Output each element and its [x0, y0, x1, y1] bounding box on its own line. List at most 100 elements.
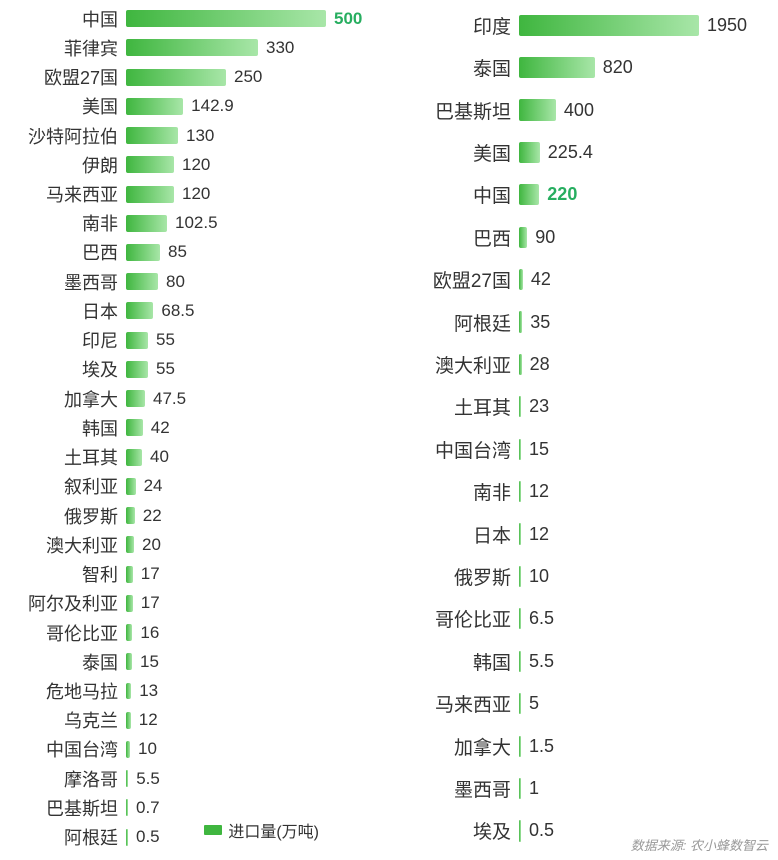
- bar-row: 日本68.5: [6, 296, 389, 325]
- row-label: 日本: [389, 521, 519, 548]
- bar: [126, 244, 160, 261]
- bar-row: 叙利亚24: [6, 472, 389, 501]
- bar: [126, 478, 136, 495]
- row-value: 120: [182, 184, 210, 204]
- dual-bar-chart: 中国500菲律宾330欧盟27国250美国142.9沙特阿拉伯130伊朗120马…: [0, 0, 778, 860]
- bar: [126, 156, 174, 173]
- row-value: 142.9: [191, 96, 234, 116]
- bar-row: 泰国15: [6, 647, 389, 676]
- bar-row: 印尼55: [6, 326, 389, 355]
- bar-area: 500: [126, 4, 389, 33]
- bar-row: 俄罗斯10: [389, 555, 772, 597]
- bar-area: 15: [126, 647, 389, 676]
- row-label: 中国台湾: [6, 736, 126, 762]
- bar: [519, 651, 521, 672]
- bar-row: 韩国42: [6, 413, 389, 442]
- bar-area: 330: [126, 33, 389, 62]
- row-value: 20: [142, 535, 161, 555]
- row-value: 90: [535, 227, 555, 248]
- row-value: 220: [547, 184, 577, 205]
- row-value: 1950: [707, 15, 747, 36]
- row-label: 埃及: [389, 817, 519, 844]
- bar: [126, 683, 131, 700]
- bar-area: 24: [126, 472, 389, 501]
- row-label: 南非: [6, 210, 126, 236]
- row-value: 225.4: [548, 142, 593, 163]
- bar: [126, 741, 130, 758]
- row-label: 巴西: [6, 239, 126, 265]
- bar-area: 17: [126, 589, 389, 618]
- row-value: 15: [140, 652, 159, 672]
- bar-row: 阿根廷0.5: [6, 823, 389, 852]
- bar-row: 中国台湾10: [6, 735, 389, 764]
- row-label: 马来西亚: [6, 181, 126, 207]
- bar: [519, 693, 521, 714]
- bar-row: 巴基斯坦0.7: [6, 793, 389, 822]
- row-value: 35: [530, 312, 550, 333]
- bar: [519, 142, 540, 163]
- row-value: 1.5: [529, 736, 554, 757]
- bar-area: 1: [519, 767, 772, 809]
- row-label: 印度: [389, 12, 519, 39]
- row-label: 土耳其: [389, 393, 519, 420]
- row-label: 加拿大: [389, 733, 519, 760]
- bar: [126, 390, 145, 407]
- bar-area: 85: [126, 238, 389, 267]
- left-rows: 中国500菲律宾330欧盟27国250美国142.9沙特阿拉伯130伊朗120马…: [6, 4, 389, 852]
- bar-row: 马来西亚5: [389, 683, 772, 725]
- row-value: 5.5: [136, 769, 160, 789]
- row-value: 42: [531, 269, 551, 290]
- row-value: 22: [143, 506, 162, 526]
- bar: [126, 536, 134, 553]
- row-value: 24: [144, 476, 163, 496]
- bar-area: 10: [519, 555, 772, 597]
- row-label: 沙特阿拉伯: [6, 123, 126, 149]
- bar-row: 乌克兰12: [6, 706, 389, 735]
- row-label: 韩国: [389, 648, 519, 675]
- legend-swatch: [204, 825, 222, 835]
- bar: [126, 770, 128, 787]
- bar: [126, 595, 133, 612]
- bar-area: 820: [519, 46, 772, 88]
- left-legend: 进口量(万吨): [204, 818, 319, 842]
- row-value: 120: [182, 155, 210, 175]
- bar-area: 47.5: [126, 384, 389, 413]
- row-value: 12: [139, 710, 158, 730]
- bar-area: 220: [519, 174, 772, 216]
- row-label: 俄罗斯: [6, 503, 126, 529]
- bar-row: 哥伦比亚6.5: [389, 598, 772, 640]
- row-label: 智利: [6, 561, 126, 587]
- bar-row: 加拿大47.5: [6, 384, 389, 413]
- bar: [519, 269, 523, 290]
- bar-area: 5: [519, 683, 772, 725]
- bar-area: 12: [519, 470, 772, 512]
- row-label: 巴西: [389, 224, 519, 251]
- row-value: 47.5: [153, 389, 186, 409]
- row-value: 0.5: [136, 827, 160, 847]
- bar: [126, 449, 142, 466]
- row-value: 55: [156, 359, 175, 379]
- row-label: 中国: [389, 181, 519, 208]
- row-label: 美国: [389, 139, 519, 166]
- bar: [519, 608, 521, 629]
- row-value: 16: [140, 623, 159, 643]
- row-value: 10: [529, 566, 549, 587]
- bar: [519, 184, 539, 205]
- bar-row: 智利17: [6, 559, 389, 588]
- row-value: 12: [529, 481, 549, 502]
- bar-row: 土耳其 23: [389, 386, 772, 428]
- bar: [126, 653, 132, 670]
- row-label: 危地马拉: [6, 678, 126, 704]
- bar-area: 400: [519, 89, 772, 131]
- bar-row: 阿根廷35: [389, 301, 772, 343]
- row-value: 13: [139, 681, 158, 701]
- bar: [519, 57, 595, 78]
- bar-row: 巴基斯坦400: [389, 89, 772, 131]
- row-label: 中国台湾: [389, 436, 519, 463]
- bar: [126, 127, 178, 144]
- row-value: 42: [151, 418, 170, 438]
- bar-row: 马来西亚 120: [6, 179, 389, 208]
- bar-row: 巴西 90: [389, 216, 772, 258]
- row-value: 23: [529, 396, 549, 417]
- bar: [519, 439, 521, 460]
